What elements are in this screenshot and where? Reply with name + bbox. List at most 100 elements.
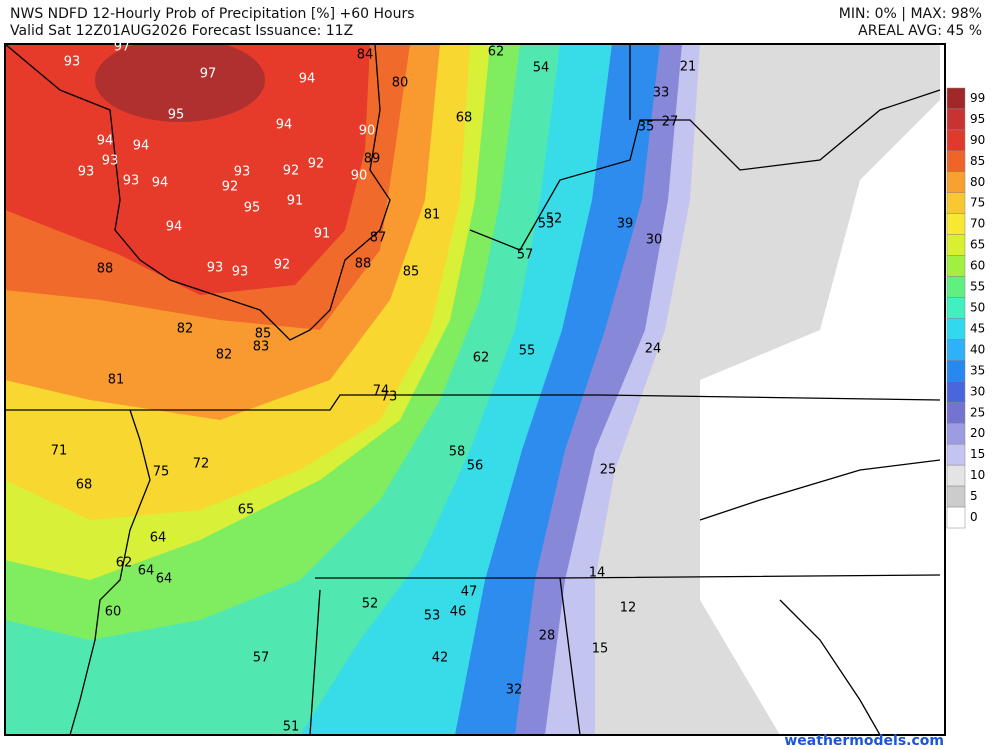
value-label: 28 (539, 629, 556, 644)
value-label: 84 (357, 48, 374, 63)
value-label: 93 (78, 165, 95, 180)
colorbar-cell (946, 339, 966, 361)
value-label: 68 (76, 478, 93, 493)
colorbar-cell (946, 171, 966, 194)
value-label: 52 (362, 597, 379, 612)
value-label: 24 (645, 342, 662, 357)
value-label: 93 (64, 55, 81, 70)
credit: weathermodels.com (784, 733, 944, 749)
min-max: MIN: 0% | MAX: 98% (839, 6, 982, 22)
value-label: 60 (105, 605, 122, 620)
value-label: 25 (600, 463, 617, 478)
value-label: 35 (638, 120, 655, 135)
value-label: 90 (359, 124, 376, 139)
colorbar-label: 95 (970, 112, 985, 126)
colorbar-label: 70 (970, 217, 985, 231)
value-label: 92 (274, 258, 291, 273)
value-label: 97 (200, 67, 217, 82)
value-label: 52 (546, 212, 563, 227)
value-label: 58 (449, 445, 466, 460)
colorbar-label: 30 (970, 384, 985, 398)
precip-band (5, 44, 370, 295)
colorbar-cell (946, 422, 966, 445)
value-label: 14 (589, 566, 606, 581)
value-label: 46 (450, 605, 467, 620)
value-label: 53 (538, 217, 555, 232)
value-label: 21 (680, 60, 697, 75)
value-label: 30 (646, 233, 663, 248)
value-label: 15 (592, 642, 609, 657)
value-label: 56 (467, 459, 484, 474)
value-label: 91 (287, 194, 304, 209)
colorbar-label: 80 (970, 175, 985, 189)
colorbar-cell (946, 129, 966, 152)
colorbar-cell (946, 443, 966, 466)
colorbar-cell (946, 402, 966, 424)
colorbar-label: 65 (970, 238, 985, 252)
value-label: 85 (403, 265, 420, 280)
colorbar-label: 40 (970, 342, 985, 356)
colorbar-cell (946, 381, 966, 403)
precip-field (5, 44, 945, 735)
map-frame (4, 43, 946, 736)
value-label: 83 (253, 340, 270, 355)
value-label: 62 (473, 351, 490, 366)
colorbar-label: 85 (970, 154, 985, 168)
colorbar-cell (946, 506, 966, 529)
value-label: 94 (133, 139, 150, 154)
value-label: 64 (138, 564, 155, 579)
value-label: 94 (299, 72, 316, 87)
value-labels: 97 93 97 94 84 62 54 21 80 33 95 94 90 68 35 27 94 94 93 93… (51, 40, 697, 735)
value-label: 47 (461, 585, 478, 600)
value-label: 80 (392, 76, 409, 91)
colorbar-label: 45 (970, 321, 985, 335)
colorbar-cell (946, 485, 966, 508)
valid-time: Valid Sat 12Z01AUG2026 Forecast Issuance… (10, 23, 353, 39)
areal-average: AREAL AVG: 45 % (858, 23, 982, 39)
value-label: 85 (255, 327, 272, 342)
value-label: 94 (166, 220, 183, 235)
value-label: 42 (432, 651, 449, 666)
value-label: 82 (216, 348, 233, 363)
value-label: 93 (234, 165, 251, 180)
value-label: 71 (51, 444, 68, 459)
value-label: 93 (102, 154, 119, 169)
value-label: 64 (150, 531, 167, 546)
value-label: 57 (517, 248, 534, 263)
map-title: NWS NDFD 12-Hourly Prob of Precipitation… (10, 6, 415, 22)
value-label: 94 (152, 176, 169, 191)
value-label: 73 (381, 390, 398, 405)
colorbar-cell (946, 276, 966, 298)
value-label: 81 (424, 208, 441, 223)
colorbar-label: 10 (970, 468, 985, 482)
value-label: 97 (114, 40, 131, 55)
value-label: 62 (488, 45, 505, 60)
colorbar-label: 35 (970, 363, 985, 377)
value-label: 62 (116, 556, 133, 571)
precip-band (95, 44, 265, 122)
value-label: 93 (207, 261, 224, 276)
colorbar-label: 15 (970, 447, 985, 461)
value-label: 88 (355, 257, 372, 272)
value-label: 95 (244, 201, 261, 216)
colorbar-cell (946, 150, 966, 173)
colorbar-label: 55 (970, 280, 985, 294)
value-label: 89 (364, 152, 381, 167)
value-label: 54 (533, 61, 550, 76)
colorbar-cell (946, 464, 966, 487)
value-label: 90 (351, 169, 368, 184)
value-label: 12 (620, 601, 637, 616)
value-label: 57 (253, 651, 270, 666)
value-label: 27 (662, 115, 679, 130)
value-label: 68 (456, 111, 473, 126)
colorbar-label: 50 (970, 301, 985, 315)
colorbar-label: 0 (970, 510, 978, 524)
colorbar-cell (946, 213, 966, 235)
colorbar-label: 60 (970, 259, 985, 273)
colorbar-label: 25 (970, 405, 985, 419)
value-label: 92 (283, 164, 300, 179)
value-label: 72 (193, 457, 210, 472)
